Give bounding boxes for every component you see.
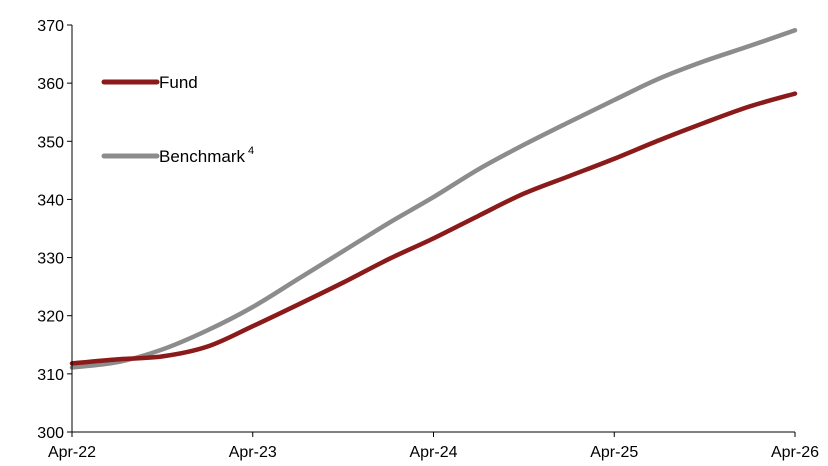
legend-label-benchmark: Benchmark 4	[159, 145, 254, 166]
y-tick-label: 300	[37, 425, 64, 442]
legend: Fund Benchmark 4	[101, 73, 254, 166]
y-tick-label: 330	[37, 251, 64, 268]
legend-label-fund: Fund	[159, 73, 198, 92]
y-tick-label: 360	[37, 76, 64, 93]
x-tick-label: Apr-25	[590, 444, 638, 461]
x-tick-label: Apr-24	[409, 444, 457, 461]
series-line-benchmark	[69, 27, 798, 370]
x-tick-label: Apr-22	[48, 444, 96, 461]
plot-lines	[69, 27, 798, 370]
x-tick-label: Apr-23	[229, 444, 277, 461]
y-tick-label: 320	[37, 309, 64, 326]
y-axis-ticks: 300 310 320 330 340 350 360 370	[37, 18, 72, 442]
legend-label-benchmark-text: Benchmark	[159, 147, 245, 166]
x-tick-label: Apr-26	[771, 444, 819, 461]
x-axis-ticks: Apr-22 Apr-23 Apr-24 Apr-25 Apr-26	[48, 432, 819, 461]
y-tick-label: 350	[37, 134, 64, 151]
legend-label-benchmark-superscript: 4	[248, 145, 254, 157]
y-tick-label: 370	[37, 18, 64, 35]
y-tick-label: 340	[37, 192, 64, 209]
series-line-fund	[69, 91, 798, 366]
y-tick-label: 310	[37, 367, 64, 384]
